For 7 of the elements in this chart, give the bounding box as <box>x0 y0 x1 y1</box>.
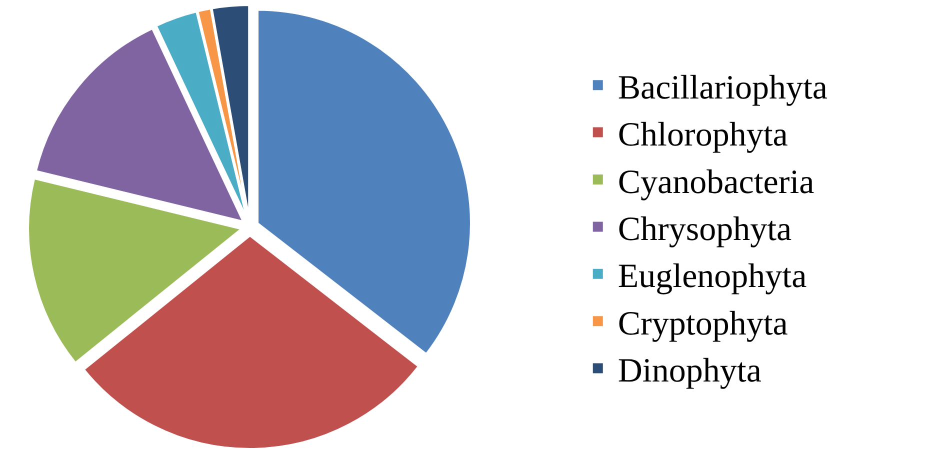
legend-label: Euglenophyta <box>618 258 807 296</box>
legend-label: Bacillariophyta <box>618 69 828 106</box>
legend-label: Cyanobacteria <box>618 164 814 201</box>
legend-label: Cryptophyta <box>618 305 788 342</box>
legend-label: Dinophyta <box>618 352 762 390</box>
legend-label: Chrysophyta <box>618 210 792 248</box>
legend-label: Chlorophyta <box>618 116 788 154</box>
